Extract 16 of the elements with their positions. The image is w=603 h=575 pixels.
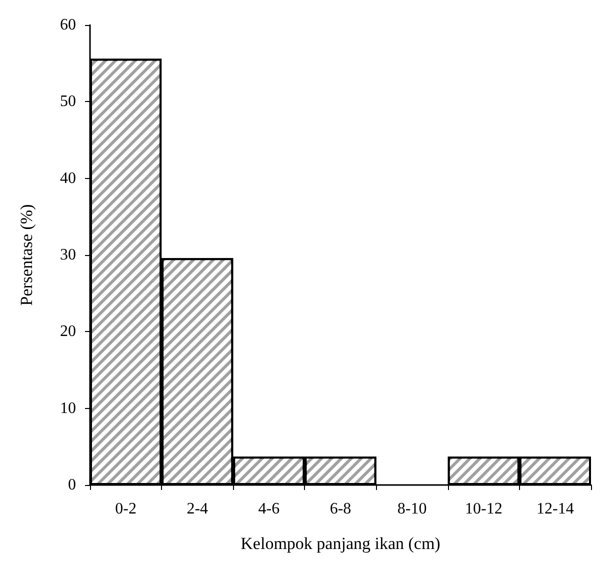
y-tick-label: 40 bbox=[60, 170, 76, 187]
y-tick-label: 10 bbox=[60, 400, 76, 417]
y-tick-label: 60 bbox=[60, 16, 76, 34]
y-tick-label: 20 bbox=[60, 323, 76, 340]
x-tick-label: 6-8 bbox=[330, 500, 352, 518]
x-axis-title: Kelompok panjang ikan (cm) bbox=[240, 534, 440, 553]
x-tick-label: 8-10 bbox=[397, 500, 427, 518]
y-axis-title: Persentase (%) bbox=[17, 204, 36, 306]
x-tick-label: 2-4 bbox=[186, 500, 208, 518]
x-tick-label: 4-6 bbox=[258, 500, 280, 518]
y-tick-label: 30 bbox=[60, 246, 76, 264]
x-tick-label: 10-12 bbox=[464, 500, 502, 518]
y-tick-label: 50 bbox=[60, 93, 76, 110]
x-tick-label: 0-2 bbox=[115, 500, 136, 518]
x-tick-label: 12-14 bbox=[536, 500, 574, 518]
y-tick-label: 0 bbox=[68, 476, 76, 494]
